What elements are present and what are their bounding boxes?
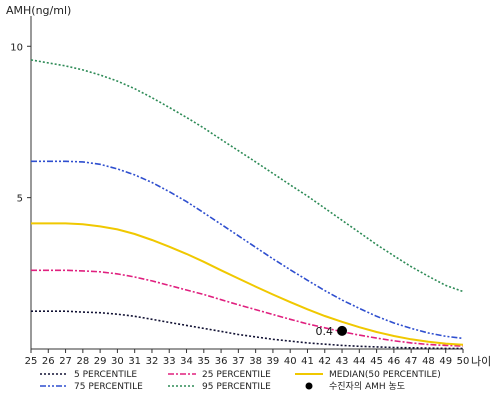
x-tick-label: 42 [318,356,331,367]
legend-label-6: 수진자의 AMH 농도 [329,381,405,392]
x-tick-label: 41 [301,356,314,367]
x-tick-label: 30 [111,356,124,367]
x-tick-label: 38 [249,356,262,367]
x-tick-label: 50 [457,356,470,367]
series-line-4 [31,160,464,340]
x-tick-label: 39 [267,356,280,367]
series-line-2 [31,269,464,347]
x-tick-label: 36 [215,356,228,367]
series-line-3 [31,222,464,346]
x-tick-label: 44 [353,356,366,367]
axes: 5 10 25 26 27 28 29 30 31 32 33 34 35 36 37 38 39 40 41 42 4… [6,4,491,368]
x-tick-label: 34 [180,356,193,367]
legend-swatch-marker [305,382,313,390]
x-tick-label: 43 [336,356,349,367]
x-tick-label: 45 [370,356,383,367]
series-line-5 [30,59,464,293]
x-tick-label: 25 [25,356,38,367]
x-tick-label: 37 [232,356,245,367]
x-tick-label: 40 [284,356,297,367]
series-layer [30,59,464,350]
x-axis-title: 나이 [471,355,491,368]
legend-label-2: 25 PERCENTILE [202,370,271,380]
patient-marker-label: 0.4 [316,325,334,338]
series-line-1 [31,310,463,350]
x-tick-label: 29 [94,356,107,367]
x-tick-label: 49 [439,356,452,367]
x-tick-label: 48 [422,356,435,367]
legend-label-3: MEDIAN(50 PERCENTILE) [329,370,441,380]
legend-label-1: 5 PERCENTILE [74,370,137,380]
legend-label-5: 95 PERCENTILE [202,382,271,392]
x-tick-label: 27 [59,356,72,367]
x-tick-label: 33 [163,356,176,367]
x-tick-label: 31 [128,356,141,367]
y-tick-label: 10 [10,42,23,53]
x-tick-label: 35 [197,356,210,367]
legend: 5 PERCENTILE 25 PERCENTILE MEDIAN(50 PERCE… [40,370,441,392]
marker-layer: 0.4 [316,325,348,338]
patient-marker-point [337,325,348,336]
y-axis-title: AMH(ng/ml) [6,4,71,17]
legend-label-4: 75 PERCENTILE [74,382,143,392]
x-tick-label: 46 [388,356,401,367]
x-tick-label: 32 [146,356,159,367]
x-tick-label: 28 [76,356,89,367]
y-tick-label: 5 [17,194,23,205]
x-tick-label: 47 [405,356,418,367]
x-tick-label: 26 [42,356,55,367]
